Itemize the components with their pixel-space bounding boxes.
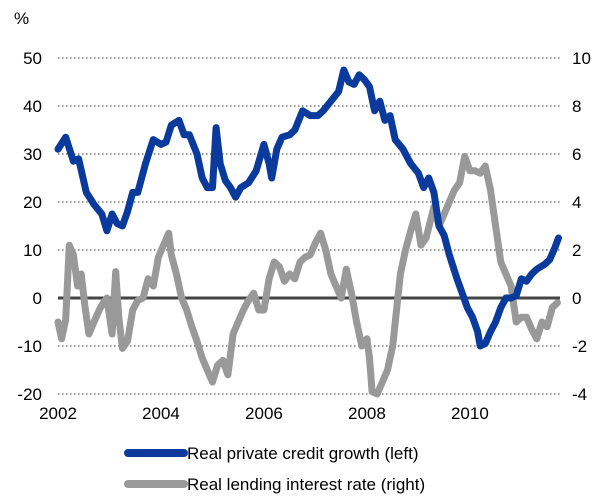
legend-label-credit: Real private credit growth (left) xyxy=(187,444,418,463)
x-tick-label: 2004 xyxy=(142,404,180,423)
y-left-tick-label: 30 xyxy=(23,145,42,164)
legend: Real private credit growth (left) Real l… xyxy=(124,444,425,494)
y-left-tick-label: 0 xyxy=(33,289,42,308)
legend-label-rate: Real lending interest rate (right) xyxy=(187,475,425,494)
legend-item-rate: Real lending interest rate (right) xyxy=(124,475,425,494)
y-right-tick-label: 0 xyxy=(572,289,581,308)
series-group xyxy=(54,66,562,398)
y-right-tick-label: 2 xyxy=(572,241,581,260)
x-tick-label: 2008 xyxy=(348,404,386,423)
x-tick-label: 2006 xyxy=(245,404,283,423)
y-right-tick-label: -4 xyxy=(572,385,587,404)
y-right-tick-label: 10 xyxy=(572,49,591,68)
y-left-tick-label: 50 xyxy=(23,49,42,68)
y-right-tick-label: 4 xyxy=(572,193,581,212)
y-right-tick-label: 6 xyxy=(572,145,581,164)
y-left-tick-label: 20 xyxy=(23,193,42,212)
y-unit-label: % xyxy=(14,9,29,28)
y-right-tick-label: -2 xyxy=(572,337,587,356)
y-right-tick-label: 8 xyxy=(572,97,581,116)
series-line-credit-growth xyxy=(54,66,562,350)
y-left-tick-label: 10 xyxy=(23,241,42,260)
y-left-tick-label: 40 xyxy=(23,97,42,116)
y-left-tick-label: -20 xyxy=(17,385,42,404)
y-left-tick-label: -10 xyxy=(17,337,42,356)
series-line-lending-rate xyxy=(54,152,561,398)
legend-item-credit: Real private credit growth (left) xyxy=(124,444,418,463)
x-tick-label: 2002 xyxy=(39,404,77,423)
left-axis-ticks: -20 -10 0 10 20 30 40 50 xyxy=(17,49,42,404)
x-axis-ticks: 2002 2004 2006 2008 2010 xyxy=(39,404,489,423)
x-tick-label: 2010 xyxy=(451,404,489,423)
right-axis-ticks: -4 -2 0 2 4 6 8 10 xyxy=(572,49,591,404)
